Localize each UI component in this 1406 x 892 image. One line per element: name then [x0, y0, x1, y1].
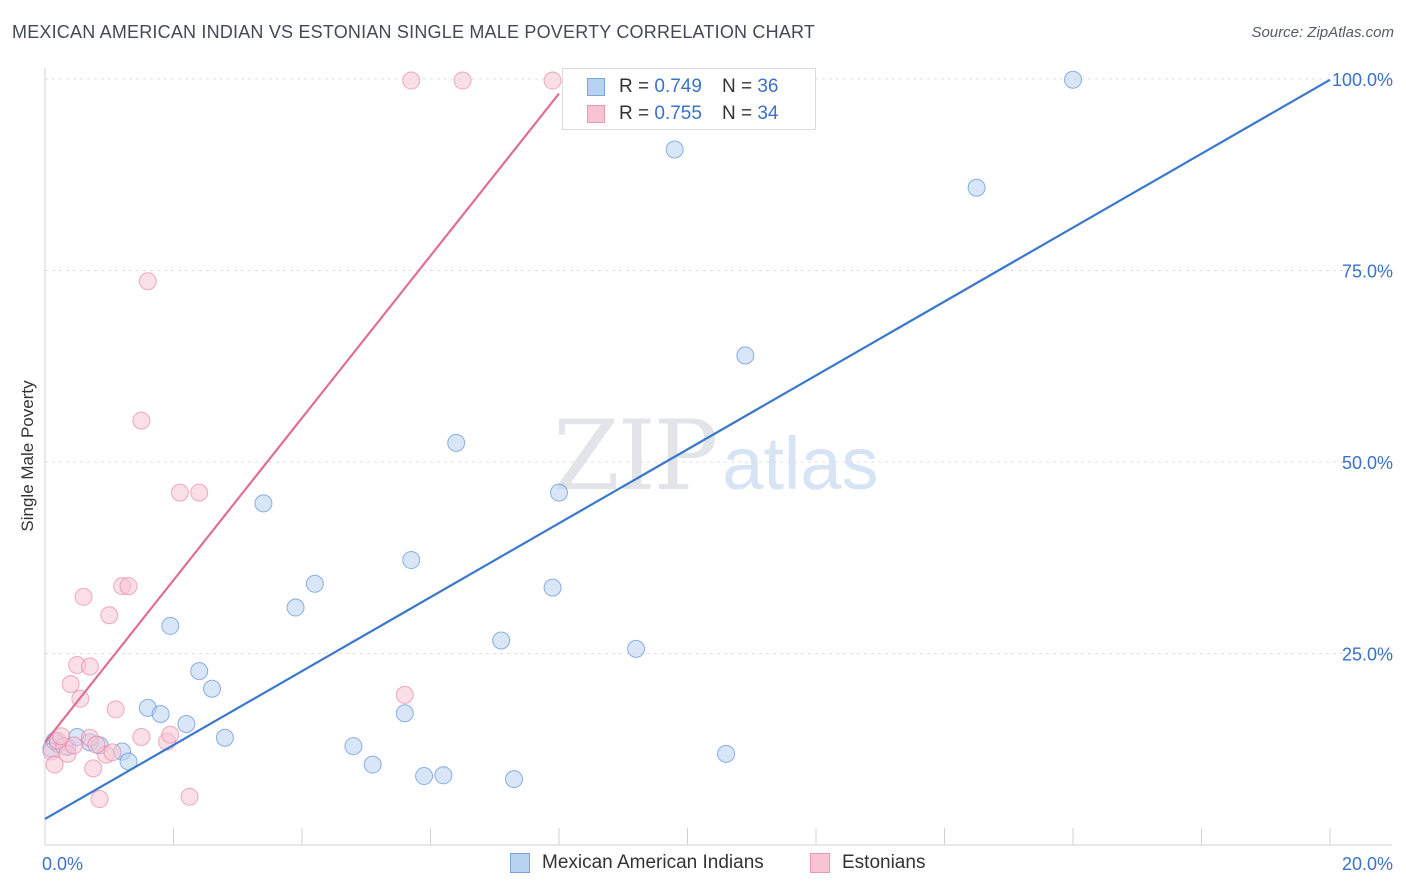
legend-item-mexican-american-indians: Mexican American Indians — [510, 852, 764, 874]
point-estonian — [132, 411, 151, 430]
point-estonian — [103, 743, 122, 762]
point-estonian — [138, 272, 157, 291]
correlation-legend: R = 0.749 N = 36 R = 0.755 N = 34 — [562, 68, 816, 130]
point-mexican-american-indian — [415, 767, 434, 786]
series-legend: Mexican American Indians Estonians — [0, 852, 1406, 876]
point-mexican-american-indian — [550, 483, 568, 502]
trendline-estonians — [44, 92, 560, 744]
point-mexican-american-indian — [161, 616, 180, 635]
point-mexican-american-indian — [305, 574, 324, 593]
legend-series-name: Estonians — [842, 852, 926, 873]
point-mexican-american-indian — [717, 744, 736, 763]
point-estonian — [132, 727, 151, 746]
point-estonian — [45, 755, 64, 774]
point-mexican-american-indian — [665, 140, 684, 159]
point-mexican-american-indian — [967, 178, 986, 197]
y-axis-label: Single Male Poverty — [18, 380, 37, 532]
point-estonian — [64, 736, 83, 755]
point-mexican-american-indian — [434, 766, 453, 785]
point-estonian — [74, 587, 93, 606]
data-points — [42, 70, 1082, 809]
point-mexican-american-indian — [627, 639, 646, 658]
y-tick-label: 75.0% — [1342, 262, 1393, 282]
legend-series-name: Mexican American Indians — [542, 852, 764, 873]
point-mexican-american-indian — [363, 755, 382, 774]
y-tick-label: 100.0% — [1332, 70, 1393, 90]
point-mexican-american-indian — [1064, 70, 1082, 89]
point-mexican-american-indian — [203, 679, 222, 698]
point-mexican-american-indian — [254, 494, 273, 513]
point-mexican-american-indian — [447, 433, 466, 452]
point-estonian — [61, 675, 80, 694]
point-estonian — [402, 71, 421, 90]
tick-labels: 25.0% 50.0% 75.0% 100.0% 0.0% 20.0% — [42, 70, 1393, 874]
legend-n-label: N = — [721, 76, 753, 97]
point-estonian — [87, 735, 106, 754]
point-estonian — [453, 71, 472, 90]
point-estonian — [190, 483, 209, 502]
legend-swatch-blue — [510, 853, 530, 873]
point-estonian — [100, 606, 119, 625]
legend-row-mexican-american-indians: R = 0.749 N = 36 — [587, 75, 778, 99]
point-estonian — [119, 577, 138, 596]
point-estonian — [90, 790, 109, 809]
y-tick-label: 25.0% — [1342, 645, 1393, 665]
point-mexican-american-indian — [190, 662, 209, 681]
x-tick-label: 20.0% — [1342, 854, 1393, 874]
point-mexican-american-indian — [177, 714, 196, 733]
legend-r-value: 0.755 — [654, 103, 702, 124]
point-estonian — [543, 71, 562, 90]
legend-item-estonians: Estonians — [810, 852, 925, 874]
watermark: ZIPatlas — [553, 400, 879, 512]
chart-title: MEXICAN AMERICAN INDIAN VS ESTONIAN SING… — [12, 22, 816, 42]
legend-swatch-blue — [587, 78, 605, 96]
watermark-atlas: atlas — [722, 422, 879, 505]
legend-n-value: 34 — [757, 103, 779, 124]
grid-lines — [45, 78, 1392, 654]
point-mexican-american-indian — [492, 631, 511, 650]
legend-swatch-pink — [810, 853, 830, 873]
trend-lines — [44, 78, 1331, 820]
point-estonian — [180, 787, 199, 806]
legend-swatch-pink — [587, 105, 605, 123]
point-mexican-american-indian — [344, 737, 363, 756]
legend-row-estonians: R = 0.755 N = 34 — [587, 102, 778, 126]
point-estonian — [161, 725, 180, 744]
y-tick-label: 50.0% — [1342, 453, 1393, 473]
point-mexican-american-indian — [395, 704, 414, 723]
point-estonian — [395, 685, 414, 704]
point-mexican-american-indian — [402, 551, 421, 570]
point-mexican-american-indian — [286, 598, 305, 617]
point-estonian — [106, 700, 125, 719]
axes — [44, 68, 1392, 846]
point-estonian — [80, 657, 99, 676]
legend-r-label: R = — [619, 103, 650, 124]
legend-n-value: 36 — [757, 76, 779, 97]
source-credit: Source: ZipAtlas.com — [1251, 24, 1394, 41]
x-tick-label: 0.0% — [42, 854, 83, 874]
point-mexican-american-indian — [215, 728, 234, 747]
point-estonian — [170, 483, 189, 502]
legend-r-label: R = — [619, 76, 650, 97]
point-mexican-american-indian — [151, 705, 170, 724]
watermark-zip: ZIP — [553, 400, 718, 512]
point-mexican-american-indian — [543, 578, 562, 597]
point-mexican-american-indian — [505, 770, 524, 789]
point-mexican-american-indian — [736, 346, 755, 365]
point-estonian — [84, 759, 103, 778]
legend-n-label: N = — [721, 103, 753, 124]
legend-r-value: 0.749 — [654, 76, 702, 97]
trendline-mexican-american-indians — [44, 78, 1331, 820]
point-estonian — [52, 727, 71, 746]
